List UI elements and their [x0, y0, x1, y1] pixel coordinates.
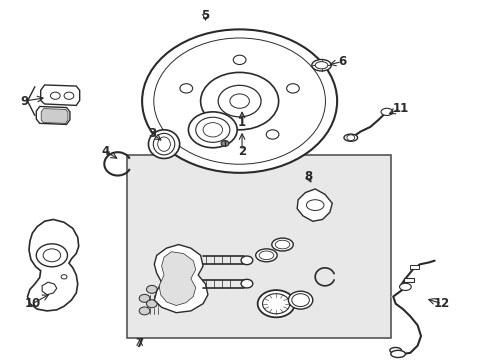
Text: 9: 9	[20, 95, 28, 108]
Polygon shape	[27, 220, 79, 311]
Ellipse shape	[200, 130, 213, 139]
Text: 2: 2	[238, 145, 245, 158]
Ellipse shape	[275, 240, 289, 249]
Ellipse shape	[286, 84, 299, 93]
Bar	[409, 265, 418, 269]
Ellipse shape	[241, 279, 252, 288]
Ellipse shape	[221, 140, 228, 146]
Polygon shape	[297, 189, 331, 221]
Text: 10: 10	[24, 297, 41, 310]
Text: 12: 12	[433, 297, 449, 310]
Ellipse shape	[259, 251, 273, 260]
Bar	[404, 278, 413, 282]
Ellipse shape	[229, 94, 249, 108]
Ellipse shape	[180, 84, 192, 93]
Ellipse shape	[218, 85, 261, 117]
Ellipse shape	[50, 92, 60, 99]
Ellipse shape	[61, 275, 67, 279]
Text: 3: 3	[147, 127, 156, 140]
Ellipse shape	[146, 300, 157, 308]
Ellipse shape	[148, 130, 179, 158]
Ellipse shape	[203, 123, 222, 137]
Ellipse shape	[311, 59, 330, 71]
Ellipse shape	[389, 347, 401, 353]
Ellipse shape	[265, 130, 278, 139]
Ellipse shape	[158, 137, 170, 151]
Polygon shape	[159, 252, 195, 306]
Ellipse shape	[64, 92, 74, 99]
Ellipse shape	[200, 72, 278, 130]
Ellipse shape	[43, 249, 61, 262]
Polygon shape	[42, 282, 57, 295]
Ellipse shape	[271, 238, 293, 251]
Text: 1: 1	[238, 116, 245, 129]
Ellipse shape	[390, 350, 405, 357]
Ellipse shape	[288, 291, 312, 309]
Ellipse shape	[241, 256, 252, 265]
Ellipse shape	[315, 62, 327, 69]
Ellipse shape	[139, 307, 150, 315]
Polygon shape	[36, 107, 70, 125]
Ellipse shape	[36, 244, 67, 267]
Polygon shape	[41, 85, 80, 105]
Ellipse shape	[142, 30, 336, 173]
Ellipse shape	[154, 38, 325, 164]
Text: 7: 7	[135, 337, 143, 350]
Polygon shape	[154, 244, 207, 313]
Text: 11: 11	[391, 102, 408, 115]
Ellipse shape	[380, 108, 392, 116]
Ellipse shape	[343, 134, 357, 141]
Ellipse shape	[262, 294, 289, 314]
Ellipse shape	[306, 200, 324, 211]
Ellipse shape	[291, 294, 309, 307]
Ellipse shape	[399, 283, 410, 291]
Text: 4: 4	[101, 145, 109, 158]
Ellipse shape	[146, 285, 157, 293]
Text: 6: 6	[337, 55, 346, 68]
Ellipse shape	[153, 134, 174, 155]
Bar	[127, 155, 390, 338]
Polygon shape	[41, 109, 68, 123]
Ellipse shape	[188, 112, 237, 148]
Ellipse shape	[255, 249, 277, 262]
Ellipse shape	[139, 294, 150, 302]
Text: 8: 8	[303, 170, 311, 183]
Ellipse shape	[257, 290, 294, 318]
Text: 5: 5	[201, 9, 209, 22]
Ellipse shape	[346, 135, 354, 140]
Ellipse shape	[233, 55, 245, 64]
Ellipse shape	[195, 117, 229, 142]
